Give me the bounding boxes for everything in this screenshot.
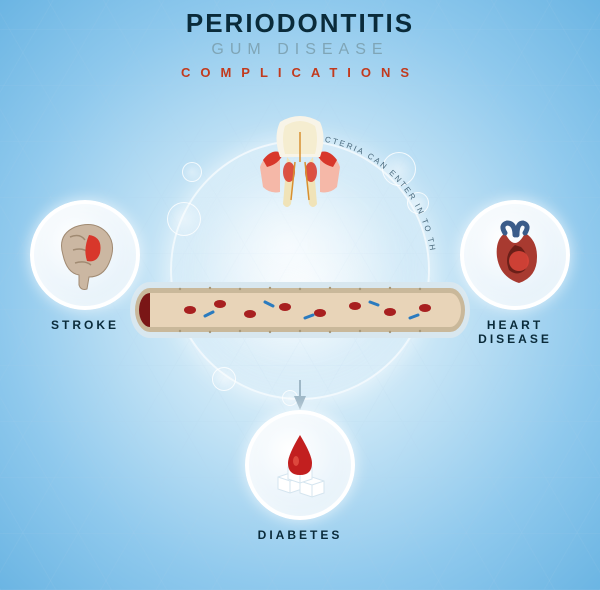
complication-diabetes: DIABETES xyxy=(245,410,355,542)
complication-stroke: STROKE xyxy=(30,200,140,332)
bubble-icon xyxy=(212,367,236,391)
complication-label: DIABETES xyxy=(245,528,355,542)
title-complications: COMPLICATIONS xyxy=(0,65,600,80)
complication-heart: HEART DISEASE xyxy=(460,200,570,346)
title-subtitle: GUM DISEASE xyxy=(0,41,600,59)
diabetes-icon xyxy=(245,410,355,520)
complication-label: HEART DISEASE xyxy=(460,318,570,346)
bubble-icon xyxy=(407,192,429,214)
bubble-icon xyxy=(282,390,298,406)
complication-label: STROKE xyxy=(30,318,140,332)
tooth-icon xyxy=(255,112,345,212)
header: PERIODONTITIS GUM DISEASE COMPLICATIONS xyxy=(0,8,600,80)
bubble-icon xyxy=(182,162,202,182)
heart-icon xyxy=(460,200,570,310)
bubble-icon xyxy=(167,202,201,236)
title-main: PERIODONTITIS xyxy=(0,8,600,39)
bubble-icon xyxy=(382,152,416,186)
brain-icon xyxy=(30,200,140,310)
blood-vessel-icon xyxy=(120,280,480,340)
